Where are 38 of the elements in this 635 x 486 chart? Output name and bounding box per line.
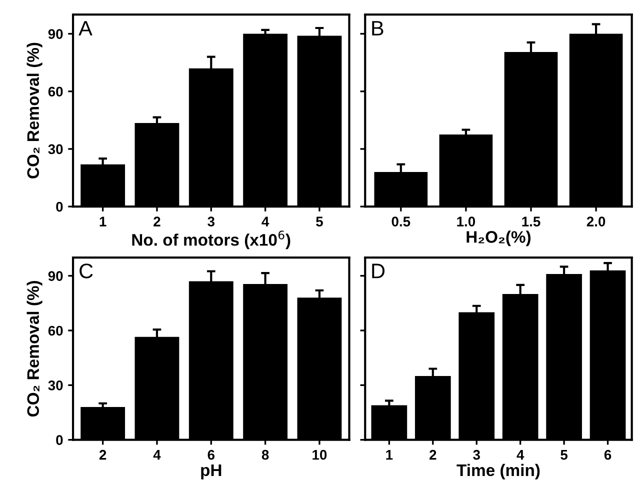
x-tick-label: 1 [386,450,393,460]
x-tick-label: 2 [99,450,106,460]
x-tick-label: 6 [208,450,214,460]
x-tick-label: 1 [100,216,106,226]
x-tick-label: 10 [312,450,327,460]
annotation: D [372,264,385,278]
x-axis-title: Time (min) [456,464,540,480]
x-tick-label: 4 [516,450,524,460]
y-tick-label: 30 [48,144,63,154]
x-tick-label: 4 [153,450,161,460]
x-axis-title: H₂O₂(%) [466,230,531,246]
y-tick-label: 30 [48,380,63,390]
x-tick-label: 3 [473,450,480,460]
x-axis-title: No. of motors (x10$^{6}$) [132,230,290,250]
x-tick-label: 2 [154,216,160,226]
x-tick-label: 8 [262,450,269,460]
x-tick-label: 3 [208,216,214,226]
x-tick-label: 6 [604,450,612,460]
x-tick-label: 4 [262,216,270,226]
y-tick-label: 60 [48,86,63,97]
x-tick-label: 2 [430,450,436,460]
y-axis-title: CO₂ Removal (%) [26,42,42,178]
annotation: B [372,21,384,36]
annotation: A [78,21,92,36]
x-tick-label: 5 [316,216,323,226]
x-tick-label: 0.5 [392,216,410,226]
x-tick-label: 5 [560,450,568,460]
y-tick-label: 0 [56,435,63,445]
y-tick-label: 90 [48,271,63,281]
annotation: C [80,264,93,278]
x-tick-label: 1.0 [457,216,476,226]
x-axis-title: pH [201,464,222,480]
y-tick-label: 90 [48,29,63,39]
x-tick-label: 2.0 [586,216,606,226]
y-tick-label: 0 [56,202,63,212]
y-tick-label: 60 [48,326,63,336]
y-axis-title: CO₂ Removal (%) [26,281,42,417]
x-tick-label: 1.5 [522,216,540,226]
